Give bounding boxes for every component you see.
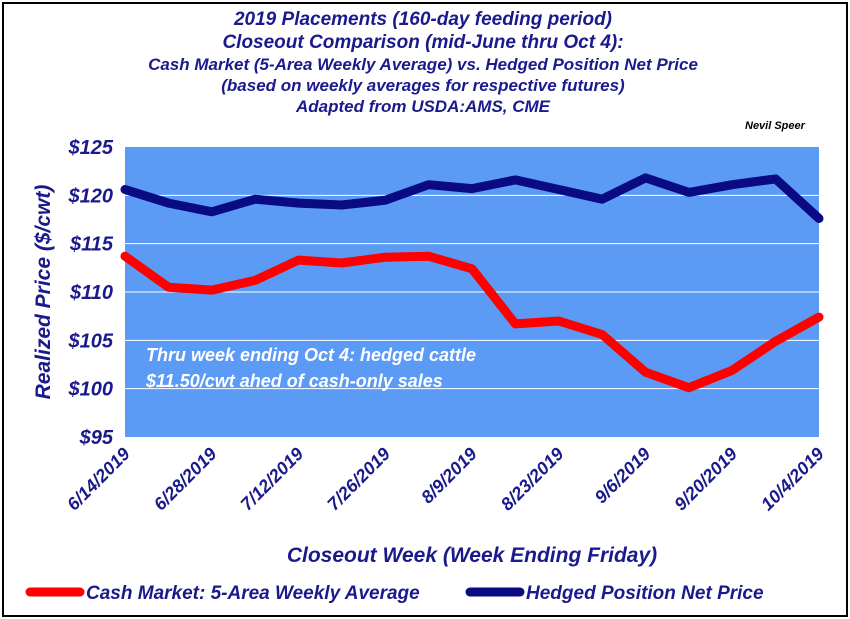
author-credit: Nevil Speer — [745, 120, 805, 132]
series-line-hedged-position — [120, 173, 824, 223]
x-tick-label: 10/4/2019 — [757, 444, 828, 515]
x-axis-ticks: 6/14/2019 6/28/2019 7/12/2019 7/26/2019 8/9/… — [63, 444, 828, 515]
y-tick-label: $115 — [69, 234, 114, 256]
x-tick-label: 8/9/2019 — [417, 444, 481, 508]
chart-subtitle-line-3: Adapted from USDA:AMS, CME — [295, 97, 551, 116]
y-axis-label: Realized Price ($/cwt) — [32, 185, 55, 400]
legend: Cash Market: 5-Area Weekly Average Hedge… — [25, 583, 764, 604]
chart-title-line-1: 2019 Placements (160-day feeding period) — [233, 9, 613, 30]
x-axis-label: Closeout Week (Week Ending Friday) — [287, 544, 657, 567]
x-tick-label: 8/23/2019 — [497, 444, 568, 515]
x-tick-label: 9/20/2019 — [670, 444, 741, 515]
gridlines — [125, 194, 819, 390]
x-tick-label: 6/14/2019 — [63, 444, 134, 515]
chart-title-block: 2019 Placements (160-day feeding period)… — [0, 8, 846, 117]
y-tick-label: $110 — [69, 282, 113, 304]
y-tick-label: $95 — [79, 427, 114, 449]
legend-label-cash: Cash Market: 5-Area Weekly Average — [86, 583, 420, 604]
chart-subtitle-line-1: Cash Market (5-Area Weekly Average) vs. … — [148, 55, 698, 74]
x-tick-label: 7/26/2019 — [323, 444, 394, 515]
x-tick-label: 7/12/2019 — [237, 444, 308, 515]
annotation-line-2: $11.50/cwt ahed of cash-only sales — [145, 371, 443, 391]
series-lines — [120, 173, 824, 393]
series-line-cash-market — [120, 251, 824, 393]
annotation-line-1: Thru week ending Oct 4: hedged cattle — [146, 345, 476, 365]
legend-label-hedged: Hedged Position Net Price — [526, 583, 764, 604]
y-tick-label: $105 — [68, 330, 114, 352]
x-tick-label: 9/6/2019 — [591, 444, 655, 508]
y-tick-label: $100 — [68, 379, 114, 401]
y-tick-label: $120 — [68, 185, 114, 207]
y-tick-label: $125 — [68, 137, 114, 159]
y-axis-ticks: $95 $100 $105 $110 $115 $120 $125 — [68, 137, 114, 449]
chart-subtitle-line-2: (based on weekly averages for respective… — [221, 76, 625, 95]
chart-title-line-2: Closeout Comparison (mid-June thru Oct 4… — [222, 32, 624, 53]
x-tick-label: 6/28/2019 — [150, 444, 221, 515]
